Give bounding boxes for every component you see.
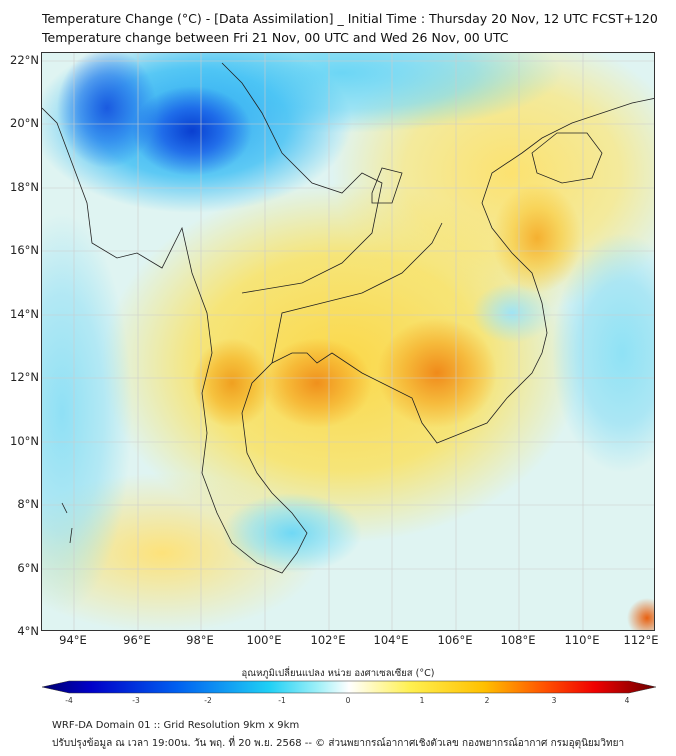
graticule bbox=[42, 53, 654, 630]
colorbar bbox=[42, 680, 656, 694]
footer-model-info: WRF-DA Domain 01 :: Grid Resolution 9km … bbox=[52, 720, 300, 731]
lon-tick: 100°E bbox=[246, 633, 282, 647]
lon-tick: 104°E bbox=[373, 633, 409, 647]
temperature-change-map bbox=[41, 52, 655, 631]
lon-tick: 112°E bbox=[623, 633, 659, 647]
lat-tick: 20°N bbox=[10, 116, 39, 130]
footer-credit: ปรับปรุงข้อมูล ณ เวลา 19:00น. วัน พฤ. ที… bbox=[52, 738, 625, 749]
colorbar-tick: 4 bbox=[624, 696, 630, 705]
colorbar-label: อุณหภูมิเปลี่ยนแปลง หน่วย องศาเซลเซียส (… bbox=[241, 668, 435, 679]
lon-tick: 94°E bbox=[59, 633, 87, 647]
lat-tick: 18°N bbox=[10, 180, 39, 194]
colorbar-tick: 3 bbox=[551, 696, 557, 705]
lon-tick: 110°E bbox=[564, 633, 600, 647]
lat-tick: 16°N bbox=[10, 243, 39, 257]
lon-tick: 102°E bbox=[310, 633, 346, 647]
lon-tick: 98°E bbox=[186, 633, 214, 647]
colorbar-tick: -1 bbox=[278, 696, 286, 705]
chart-title: Temperature Change (°C) - [Data Assimila… bbox=[42, 11, 658, 26]
colorbar-tick: 2 bbox=[484, 696, 490, 705]
colorbar-tick: -2 bbox=[204, 696, 212, 705]
lat-tick: 4°N bbox=[17, 624, 39, 638]
colorbar-tick: -4 bbox=[65, 696, 73, 705]
lat-tick: 14°N bbox=[10, 307, 39, 321]
lon-tick: 108°E bbox=[500, 633, 536, 647]
colorbar-tick: -3 bbox=[132, 696, 140, 705]
lat-tick: 6°N bbox=[17, 561, 39, 575]
map-overlay bbox=[42, 53, 654, 630]
lon-tick: 106°E bbox=[437, 633, 473, 647]
colorbar-tick: 1 bbox=[419, 696, 425, 705]
coastlines bbox=[42, 62, 654, 574]
lat-tick: 10°N bbox=[10, 434, 39, 448]
lat-tick: 22°N bbox=[10, 53, 39, 67]
lon-tick: 96°E bbox=[123, 633, 151, 647]
chart-subtitle: Temperature change between Fri 21 Nov, 0… bbox=[42, 30, 509, 45]
lat-tick: 8°N bbox=[17, 497, 39, 511]
lat-tick: 12°N bbox=[10, 370, 39, 384]
colorbar-tick: 0 bbox=[345, 696, 351, 705]
